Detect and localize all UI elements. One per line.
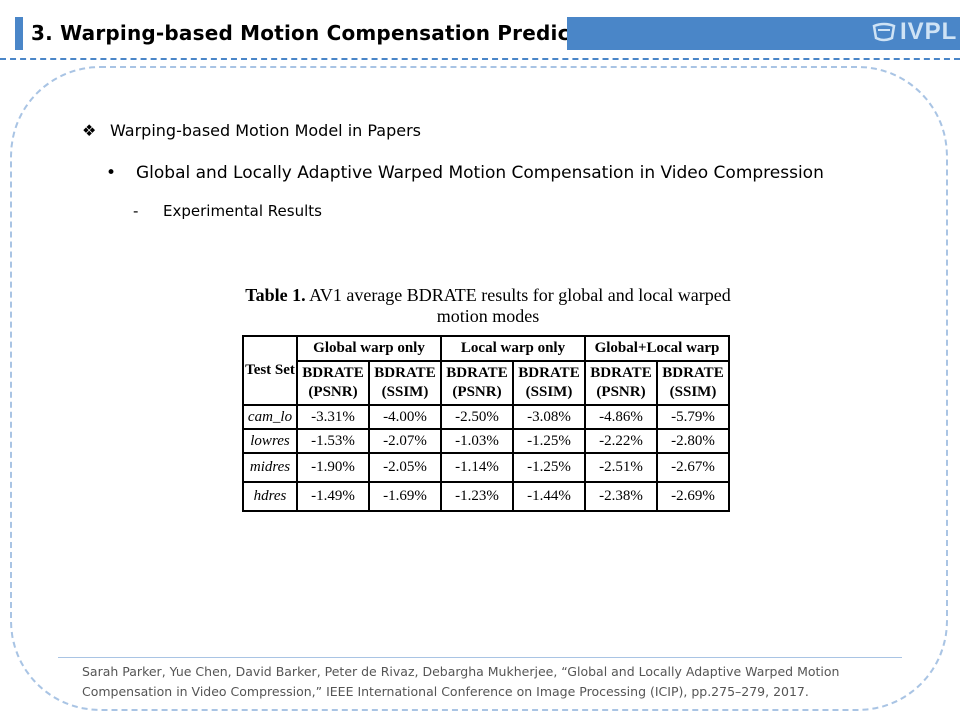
table-cell: -3.31% [296,404,370,430]
table-cell: -1.90% [296,452,370,483]
table-cell: -2.22% [584,428,658,454]
table-cell: -2.67% [656,452,730,483]
table-cell: -1.03% [440,428,514,454]
table-cell: -2.80% [656,428,730,454]
table-cell: -2.07% [368,428,442,454]
subheader-local-psnr: BDRATE (PSNR) [440,360,514,406]
group-header-global-local: Global+Local warp [584,335,730,362]
table-header-row-metrics: BDRATE (PSNR) BDRATE (SSIM) BDRATE (PSNR) B… [243,360,730,406]
table-cell: -1.53% [296,428,370,454]
table-cell: -1.14% [440,452,514,483]
test-set-cell: midres [242,452,298,483]
header-dashed-divider [0,58,960,60]
table-header-row-groups: Test Set Global warp only Local warp onl… [242,335,730,406]
table-cell: -5.79% [656,404,730,430]
table-cell: -1.25% [512,452,586,483]
footer-divider [58,657,902,658]
table-cell: -1.49% [296,481,370,512]
test-set-cell: cam_lo [242,404,298,430]
bullet-level-1: ❖ Warping-based Motion Model in Papers [82,121,421,140]
group-header-global: Global warp only [296,335,442,362]
ivpl-logo-icon [872,22,896,42]
table-cell: -1.23% [440,481,514,512]
bullet-level-2-text: Global and Locally Adaptive Warped Motio… [136,163,824,183]
footer-citation: Sarah Parker, Yue Chen, David Barker, Pe… [82,664,840,699]
title-accent-bar [15,17,23,50]
title-bar [0,17,567,50]
content-frame [10,66,948,711]
bullet-level-1-text: Warping-based Motion Model in Papers [110,121,422,140]
ivpl-logo-text: IVPL [900,18,958,45]
slide-title: 3. Warping-based Motion Compensation Pre… [31,21,615,45]
subheader-both-ssim: BDRATE (SSIM) [656,360,730,406]
table-caption-text: AV1 average BDRATE results for global an… [309,285,731,326]
table-cell: -4.00% [368,404,442,430]
table-cell: -4.86% [584,404,658,430]
dot-bullet-icon: • [106,163,117,183]
subheader-global-ssim: BDRATE (SSIM) [368,360,442,406]
table-row: hdres -1.49% -1.69% -1.23% -1.44% -2.38%… [242,481,730,512]
table-cell: -1.25% [512,428,586,454]
table-cell: -2.50% [440,404,514,430]
table-cell: -1.44% [512,481,586,512]
diamond-bullet-icon: ❖ [82,121,97,140]
table-cell: -2.05% [368,452,442,483]
results-table: Test Set Global warp only Local warp onl… [242,335,730,512]
table-cell: -2.69% [656,481,730,512]
table-row: lowres -1.53% -2.07% -1.03% -1.25% -2.22… [242,428,730,454]
table-cell: -2.51% [584,452,658,483]
table-cell: -3.08% [512,404,586,430]
table-cell: -1.69% [368,481,442,512]
subheader-both-psnr: BDRATE (PSNR) [584,360,658,406]
bullet-level-3: - Experimental Results [133,202,322,220]
bullet-level-2: • Global and Locally Adaptive Warped Moti… [106,163,824,183]
table-row: midres -1.90% -2.05% -1.14% -1.25% -2.51… [242,452,730,483]
header-band [567,17,960,50]
table-caption-label: Table 1. [245,285,306,305]
dash-bullet-icon: - [133,202,139,220]
group-header-local: Local warp only [440,335,586,362]
test-set-cell: lowres [242,428,298,454]
test-set-cell: hdres [242,481,298,512]
table-cell: -2.38% [584,481,658,512]
subheader-global-psnr: BDRATE (PSNR) [296,360,370,406]
table-caption: Table 1. AV1 average BDRATE results for … [242,285,734,327]
bullet-level-3-text: Experimental Results [163,202,322,220]
table-row: cam_lo -3.31% -4.00% -2.50% -3.08% -4.86… [242,404,730,430]
subheader-local-ssim: BDRATE (SSIM) [512,360,586,406]
test-set-header: Test Set [242,335,298,406]
